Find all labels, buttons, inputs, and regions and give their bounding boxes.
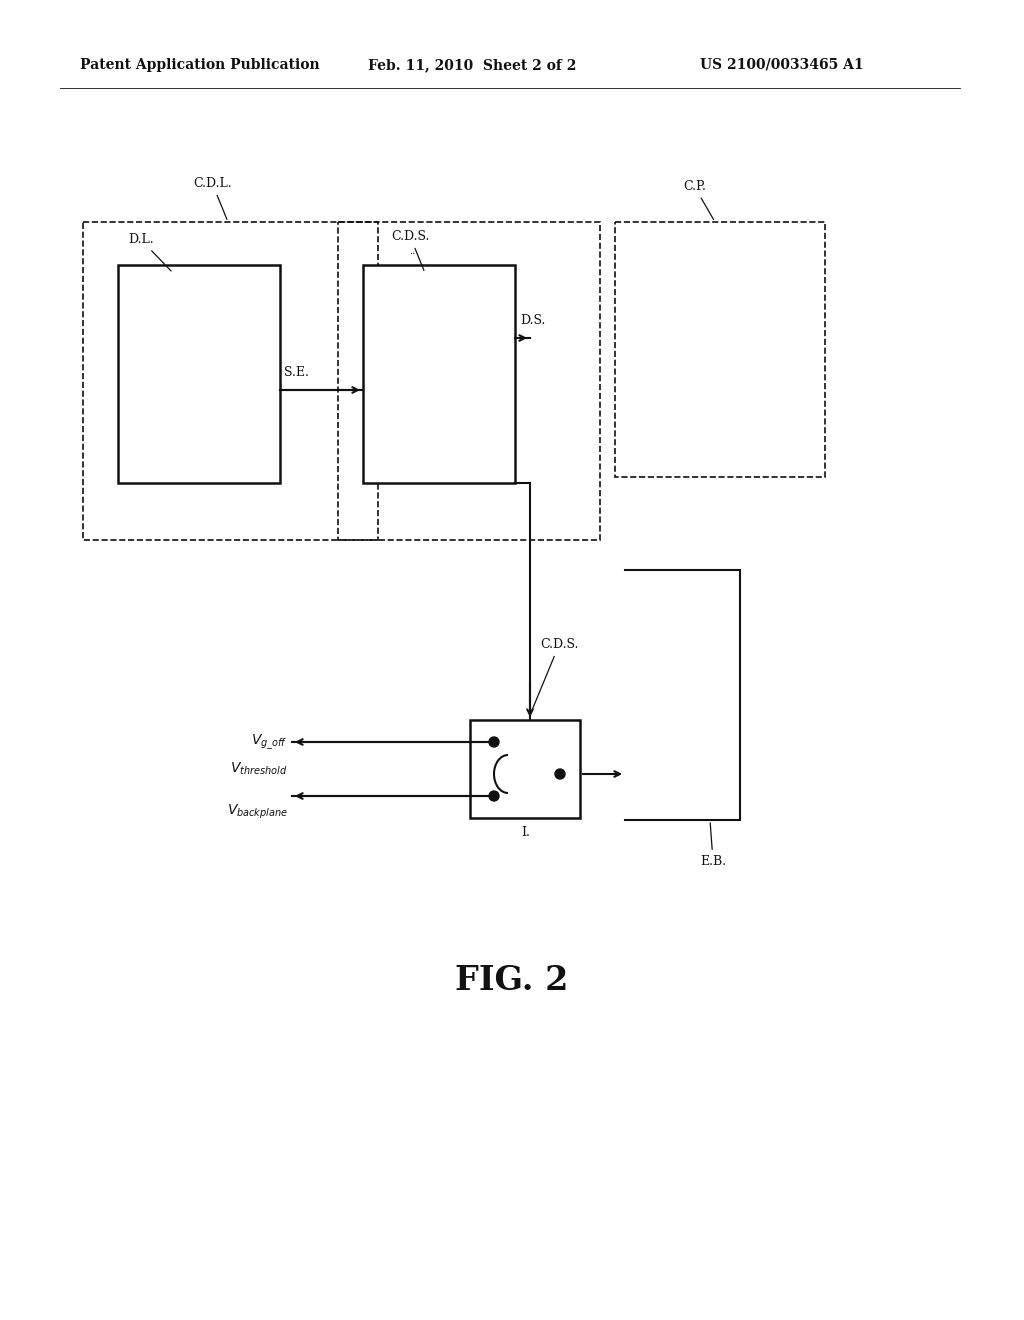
- Text: —: —: [290, 735, 308, 748]
- Text: C.D.S.: C.D.S.: [531, 638, 579, 713]
- Text: Patent Application Publication: Patent Application Publication: [80, 58, 319, 73]
- Bar: [118, 265, 280, 483]
- Text: D.L.: D.L.: [128, 234, 171, 271]
- Text: I.: I.: [521, 826, 529, 840]
- Text: US 2100/0033465 A1: US 2100/0033465 A1: [700, 58, 863, 73]
- Text: S.E.: S.E.: [284, 366, 309, 379]
- Circle shape: [489, 791, 499, 801]
- Text: ..: ..: [409, 247, 416, 256]
- Text: FIG. 2: FIG. 2: [456, 964, 568, 997]
- Text: C.D.L.: C.D.L.: [193, 177, 231, 219]
- Text: E.B.: E.B.: [700, 822, 726, 869]
- Text: C.P.: C.P.: [683, 180, 714, 219]
- Text: D.S.: D.S.: [520, 314, 546, 327]
- Text: $V_{threshold}$: $V_{threshold}$: [230, 760, 288, 777]
- Text: C.D.S.: C.D.S.: [391, 230, 429, 271]
- Bar: [83, 222, 378, 540]
- Text: Feb. 11, 2010  Sheet 2 of 2: Feb. 11, 2010 Sheet 2 of 2: [368, 58, 577, 73]
- Bar: [470, 719, 580, 818]
- Circle shape: [555, 770, 565, 779]
- Text: $V_{g\_off}$: $V_{g\_off}$: [252, 733, 288, 751]
- Circle shape: [489, 737, 499, 747]
- Bar: [615, 222, 825, 477]
- Bar: [338, 222, 600, 540]
- Text: $V_{backplane}$: $V_{backplane}$: [227, 803, 288, 821]
- Bar: [362, 265, 515, 483]
